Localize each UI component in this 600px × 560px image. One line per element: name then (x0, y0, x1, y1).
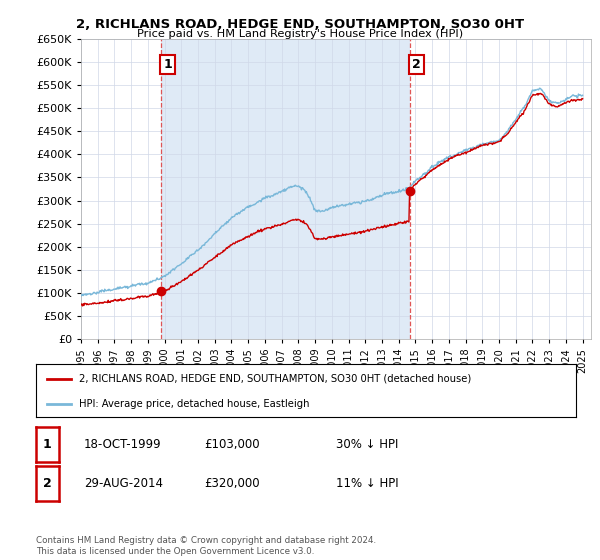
Text: Price paid vs. HM Land Registry's House Price Index (HPI): Price paid vs. HM Land Registry's House … (137, 29, 463, 39)
Text: 18-OCT-1999: 18-OCT-1999 (84, 438, 161, 451)
Text: 2: 2 (412, 58, 421, 71)
Text: 2, RICHLANS ROAD, HEDGE END, SOUTHAMPTON, SO30 0HT (detached house): 2, RICHLANS ROAD, HEDGE END, SOUTHAMPTON… (79, 374, 472, 384)
Text: £103,000: £103,000 (204, 438, 260, 451)
Text: HPI: Average price, detached house, Eastleigh: HPI: Average price, detached house, East… (79, 399, 310, 409)
Text: 29-AUG-2014: 29-AUG-2014 (84, 477, 163, 491)
Text: 2: 2 (43, 477, 52, 491)
Text: £320,000: £320,000 (204, 477, 260, 491)
Text: 1: 1 (43, 438, 52, 451)
Text: 11% ↓ HPI: 11% ↓ HPI (336, 477, 398, 491)
Text: 1: 1 (164, 58, 172, 71)
Text: 30% ↓ HPI: 30% ↓ HPI (336, 438, 398, 451)
Text: Contains HM Land Registry data © Crown copyright and database right 2024.
This d: Contains HM Land Registry data © Crown c… (36, 536, 376, 556)
Text: 2, RICHLANS ROAD, HEDGE END, SOUTHAMPTON, SO30 0HT: 2, RICHLANS ROAD, HEDGE END, SOUTHAMPTON… (76, 18, 524, 31)
Bar (161, 39, 410, 339)
